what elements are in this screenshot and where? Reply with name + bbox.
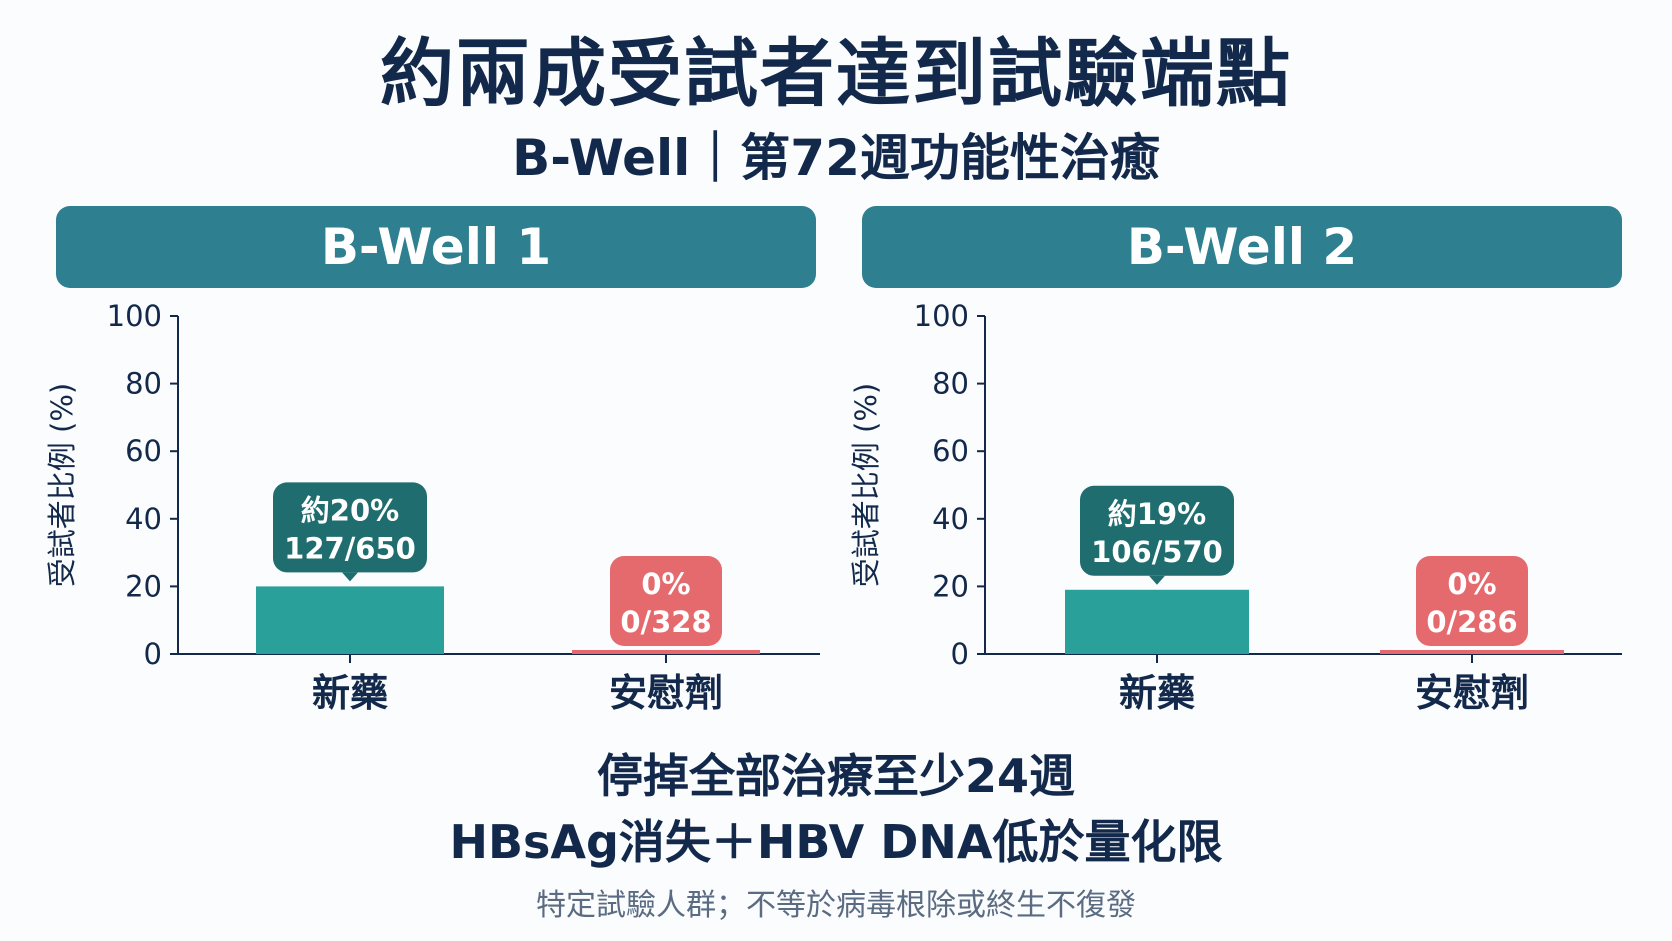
bar-placebo <box>572 650 760 654</box>
annotation-bubble <box>610 556 722 646</box>
annotation-bubble <box>1080 485 1234 576</box>
bar-placebo <box>1380 650 1564 654</box>
y-tick-label: 20 <box>125 569 162 603</box>
y-tick-label: 80 <box>932 367 969 401</box>
footer-condition-2: HBsAg消失＋HBV DNA低於量化限 <box>449 815 1223 869</box>
chart-1-header: B-Well 1 <box>56 206 816 288</box>
annotation-count: 127/650 <box>284 531 416 565</box>
annotation-pointer <box>1149 575 1165 585</box>
footnote: 特定試驗人群；不等於病毒根除或終生不復發 <box>536 888 1136 923</box>
annotation-count: 0/286 <box>1426 605 1517 639</box>
y-tick-label: 0 <box>144 637 162 671</box>
y-tick-label: 20 <box>932 569 969 603</box>
y-axis-label: 受試者比例 (%) <box>849 383 883 587</box>
annotation-bubble <box>273 482 427 573</box>
category-label: 新藥 <box>1119 671 1195 715</box>
y-tick-label: 40 <box>125 502 162 536</box>
y-axis-label: 受試者比例 (%) <box>45 383 79 587</box>
annotation-percent: 0% <box>1447 567 1496 601</box>
annotation-bubble <box>1416 556 1528 646</box>
bar-drug <box>256 586 444 654</box>
y-tick-label: 40 <box>932 502 969 536</box>
annotation-count: 0/328 <box>620 605 711 639</box>
chart-2: 受試者比例 (%) 0 20 40 60 80 100 新藥 約19% 106/570 安慰劑 0% 0… <box>849 299 1622 715</box>
annotation-percent: 0% <box>641 567 690 601</box>
annotation-percent: 約20% <box>301 493 399 527</box>
page-subtitle: B-Well｜第72週功能性治癒 <box>512 129 1160 187</box>
y-tick-label: 100 <box>107 299 162 333</box>
annotation-percent: 約19% <box>1108 497 1206 531</box>
y-tick-label: 100 <box>914 299 969 333</box>
annotation-pointer <box>342 572 358 582</box>
y-tick-label: 60 <box>125 434 162 468</box>
chart-2-header: B-Well 2 <box>862 206 1622 288</box>
footer-condition-1: 停掉全部治療至少24週 <box>596 749 1075 803</box>
category-label: 新藥 <box>312 671 388 715</box>
y-tick-label: 0 <box>951 637 969 671</box>
y-tick-label: 80 <box>125 367 162 401</box>
category-label: 安慰劑 <box>1415 671 1529 715</box>
annotation-count: 106/570 <box>1091 535 1223 569</box>
y-tick-label: 60 <box>932 434 969 468</box>
chart-1: 受試者比例 (%) 0 20 40 60 80 100 新藥 約20% 127/650 安慰劑 0% 0… <box>45 299 820 715</box>
category-label: 安慰劑 <box>609 671 723 715</box>
bar-drug <box>1065 589 1249 654</box>
page-title: 約兩成受試者達到試驗端點 <box>380 31 1292 117</box>
